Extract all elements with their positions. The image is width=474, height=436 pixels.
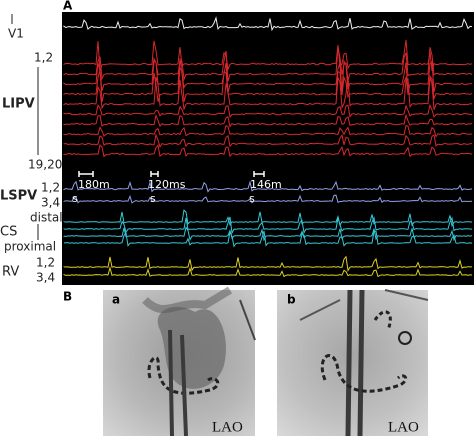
lead-label: proximal [4,240,56,254]
lead-label: 19,20 [28,158,62,172]
lead-label: V1 [8,27,24,41]
trace [63,266,473,278]
trace [63,255,472,272]
lead-label: LIPV [2,97,35,112]
interval-brackets [78,171,265,177]
interval-label: 146m [250,178,282,191]
image-label: a [112,293,120,307]
trace [63,58,473,93]
interval-marker: s [150,192,156,205]
trace [63,16,473,32]
lead-label: CS [0,225,17,240]
view-label: LAO [388,419,419,435]
tracing-background [62,12,474,285]
view-label: LAO [212,419,243,435]
tracings [63,16,473,278]
lead-label: distal [30,211,63,225]
lead-label: 1,2 [41,181,60,195]
lead-label: 1,2 [36,256,55,270]
fluoroscopy-image [103,286,256,436]
trace [63,216,473,235]
trace [63,209,473,228]
lead-label: 3,4 [36,271,55,285]
trace [63,76,473,111]
trace [63,144,473,158]
trace [63,113,473,128]
interval-label: 180m [78,178,110,191]
panel-label: B [63,290,72,304]
trace [63,230,473,248]
interval-marker: s [72,192,78,205]
trace [63,133,473,149]
trace [63,194,473,204]
panel-label: A [63,0,73,13]
trace [63,47,473,82]
lead-label: 3,4 [41,196,60,210]
trace [63,226,473,242]
trace [63,103,473,119]
lead-label: RV [2,265,19,280]
trace [63,66,473,103]
fluoroscopy-image [277,289,429,436]
interval-label: 120ms [148,178,186,191]
trace [63,39,473,72]
trace [63,180,473,193]
trace [63,124,473,138]
lead-label: 1,2 [34,51,53,65]
interval-marker: s [249,192,255,205]
image-label: b [287,293,296,307]
lead-label: LSPV [0,189,37,204]
